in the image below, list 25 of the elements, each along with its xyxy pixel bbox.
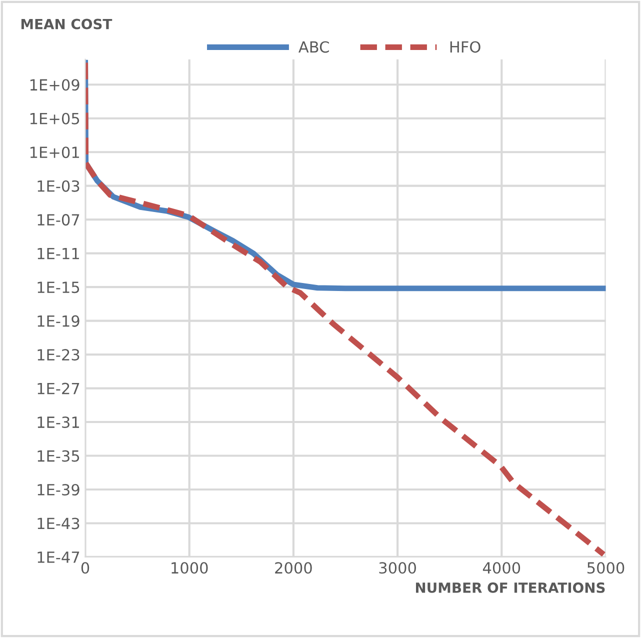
y-tick-label: 1E-03 bbox=[38, 180, 80, 192]
x-tick-label: 0 bbox=[81, 562, 90, 574]
x-tick-label: 1000 bbox=[172, 562, 208, 574]
legend-label: HFO bbox=[450, 41, 480, 53]
y-tick-label: 1E-47 bbox=[38, 552, 80, 563]
x-tick-label: 3000 bbox=[379, 562, 416, 574]
legend-label: ABC bbox=[298, 41, 329, 53]
y-tick-label: 1E-27 bbox=[38, 382, 80, 394]
y-tick-label: 1E-35 bbox=[38, 450, 80, 462]
y-axis-title: MEAN COST bbox=[21, 18, 112, 30]
y-tick-label: 1E-07 bbox=[38, 214, 80, 226]
x-tick-label: 5000 bbox=[587, 562, 624, 574]
y-tick-label: 1E-39 bbox=[38, 484, 80, 496]
y-tick-label: 1E-23 bbox=[38, 349, 80, 361]
x-tick-label: 4000 bbox=[482, 562, 520, 574]
y-tick-label: 1E+09 bbox=[30, 79, 80, 91]
x-axis-title: NUMBER OF ITERATIONS bbox=[416, 582, 605, 593]
y-tick-label: 1E-31 bbox=[38, 416, 79, 428]
x-tick-label: 2000 bbox=[275, 562, 312, 574]
y-tick-label: 1E-15 bbox=[38, 282, 80, 294]
y-tick-label: 1E+05 bbox=[30, 112, 80, 124]
y-tick-label: 1E-11 bbox=[38, 248, 79, 260]
y-tick-label: 1E-19 bbox=[38, 315, 80, 327]
y-tick-label: 1E-43 bbox=[38, 518, 80, 530]
y-tick-label: 1E+01 bbox=[30, 146, 79, 158]
